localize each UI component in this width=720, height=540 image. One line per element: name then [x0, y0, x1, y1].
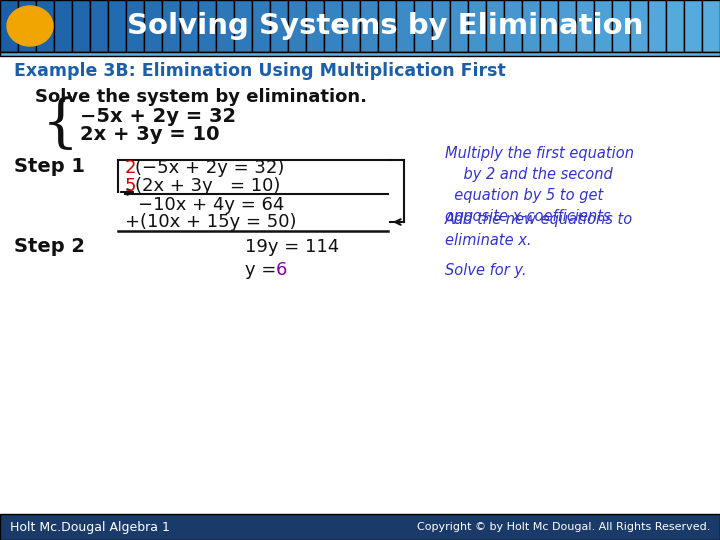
Text: 2: 2 [125, 159, 137, 177]
Text: {: { [42, 97, 78, 153]
Text: y =: y = [245, 261, 282, 279]
FancyBboxPatch shape [630, 0, 648, 52]
Text: Copyright © by Holt Mc Dougal. All Rights Reserved.: Copyright © by Holt Mc Dougal. All Right… [417, 522, 710, 532]
FancyBboxPatch shape [0, 0, 18, 52]
FancyBboxPatch shape [396, 0, 414, 52]
FancyBboxPatch shape [54, 0, 72, 52]
Text: (−5x + 2y = 32): (−5x + 2y = 32) [135, 159, 284, 177]
Text: Multiply the first equation
    by 2 and the second
  equation by 5 to get
oppos: Multiply the first equation by 2 and the… [445, 146, 634, 224]
FancyBboxPatch shape [108, 0, 126, 52]
Text: −5x + 2y = 32: −5x + 2y = 32 [80, 106, 236, 125]
FancyBboxPatch shape [612, 0, 630, 52]
FancyBboxPatch shape [216, 0, 234, 52]
Text: 2x + 3y = 10: 2x + 3y = 10 [80, 125, 220, 145]
FancyBboxPatch shape [36, 0, 54, 52]
FancyBboxPatch shape [306, 0, 324, 52]
FancyBboxPatch shape [594, 0, 612, 52]
FancyBboxPatch shape [486, 0, 504, 52]
FancyBboxPatch shape [324, 0, 342, 52]
FancyBboxPatch shape [252, 0, 270, 52]
FancyBboxPatch shape [414, 0, 432, 52]
Text: Solving Systems by Elimination: Solving Systems by Elimination [127, 12, 643, 40]
Text: Solve for y.: Solve for y. [445, 262, 526, 278]
FancyBboxPatch shape [648, 0, 666, 52]
FancyBboxPatch shape [234, 0, 252, 52]
FancyBboxPatch shape [378, 0, 396, 52]
FancyBboxPatch shape [144, 0, 162, 52]
Text: Step 2: Step 2 [14, 238, 85, 256]
FancyBboxPatch shape [180, 0, 198, 52]
Text: Add the new equations to
eliminate x.: Add the new equations to eliminate x. [445, 212, 634, 248]
FancyBboxPatch shape [0, 514, 720, 540]
Text: Example 3B: Elimination Using Multiplication First: Example 3B: Elimination Using Multiplica… [14, 62, 505, 80]
FancyBboxPatch shape [360, 0, 378, 52]
FancyBboxPatch shape [72, 0, 90, 52]
FancyBboxPatch shape [576, 0, 594, 52]
FancyBboxPatch shape [90, 0, 108, 52]
FancyBboxPatch shape [0, 0, 720, 52]
FancyBboxPatch shape [288, 0, 306, 52]
FancyBboxPatch shape [504, 0, 522, 52]
FancyBboxPatch shape [540, 0, 558, 52]
Text: 6: 6 [276, 261, 287, 279]
FancyBboxPatch shape [702, 0, 720, 52]
Text: +(10x + 15y = 50): +(10x + 15y = 50) [125, 213, 297, 231]
FancyBboxPatch shape [666, 0, 684, 52]
FancyBboxPatch shape [198, 0, 216, 52]
FancyBboxPatch shape [450, 0, 468, 52]
FancyBboxPatch shape [126, 0, 144, 52]
FancyBboxPatch shape [522, 0, 540, 52]
FancyBboxPatch shape [18, 0, 36, 52]
Text: −10x + 4y = 64: −10x + 4y = 64 [138, 196, 284, 214]
Text: Step 1: Step 1 [14, 158, 85, 177]
Text: Solve the system by elimination.: Solve the system by elimination. [35, 88, 367, 106]
FancyBboxPatch shape [432, 0, 450, 52]
Text: Holt Mc.Dougal Algebra 1: Holt Mc.Dougal Algebra 1 [10, 521, 170, 534]
Ellipse shape [7, 6, 53, 46]
FancyBboxPatch shape [468, 0, 486, 52]
FancyBboxPatch shape [0, 52, 720, 56]
FancyBboxPatch shape [270, 0, 288, 52]
FancyBboxPatch shape [162, 0, 180, 52]
FancyBboxPatch shape [684, 0, 702, 52]
FancyBboxPatch shape [558, 0, 576, 52]
Text: 5: 5 [125, 177, 137, 195]
FancyBboxPatch shape [342, 0, 360, 52]
Text: (2x + 3y   = 10): (2x + 3y = 10) [135, 177, 280, 195]
Text: 19y = 114: 19y = 114 [245, 238, 339, 256]
